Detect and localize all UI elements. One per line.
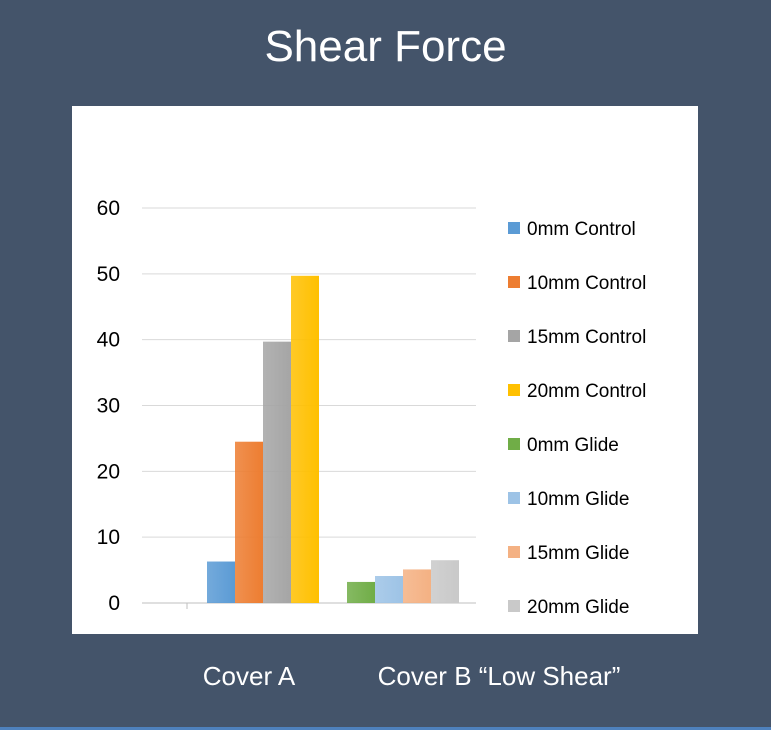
bar-0mm-control — [207, 561, 235, 603]
legend: 0mm Control 10mm Control 15mm Control 20mm … — [508, 219, 646, 618]
legend-swatch — [508, 330, 520, 342]
y-tick-label: 20 — [97, 460, 120, 483]
bar-15mm-control — [263, 341, 291, 603]
bar-chart: 0 10 20 30 40 50 60 0mm Control 10mm Control 15m… — [97, 197, 647, 618]
bar-10mm-control — [235, 441, 263, 603]
category-label-cover-a: Cover A — [202, 661, 296, 691]
page-title: Shear Force — [264, 22, 507, 71]
legend-label: 15mm Control — [527, 327, 646, 348]
legend-label: 0mm Control — [527, 219, 636, 240]
legend-label: 20mm Control — [527, 381, 646, 402]
legend-label: 10mm Glide — [527, 489, 629, 510]
legend-label: 10mm Control — [527, 273, 646, 294]
bar-20mm-glide — [431, 560, 459, 603]
y-tick-label: 0 — [108, 592, 120, 615]
bar-10mm-glide — [375, 576, 403, 603]
legend-swatch — [508, 600, 520, 612]
y-axis: 0 10 20 30 40 50 60 — [97, 197, 120, 615]
legend-swatch — [508, 438, 520, 450]
y-tick-label: 60 — [97, 197, 120, 220]
y-tick-label: 40 — [97, 329, 120, 352]
bar-20mm-control — [291, 275, 319, 603]
chart-panel: 0 10 20 30 40 50 60 0mm Control 10mm Control 15m… — [72, 106, 698, 634]
bars — [207, 275, 459, 603]
y-tick-label: 30 — [97, 395, 120, 418]
y-tick-label: 10 — [97, 526, 120, 549]
category-label-cover-b: Cover B “Low Shear” — [377, 661, 621, 691]
bar-15mm-glide — [403, 569, 431, 603]
legend-swatch — [508, 546, 520, 558]
legend-swatch — [508, 492, 520, 504]
legend-label: 0mm Glide — [527, 435, 619, 456]
legend-label: 15mm Glide — [527, 543, 629, 564]
y-tick-label: 50 — [97, 263, 120, 286]
legend-swatch — [508, 222, 520, 234]
legend-label: 20mm Glide — [527, 597, 629, 618]
legend-swatch — [508, 384, 520, 396]
bar-0mm-glide — [347, 581, 375, 603]
legend-swatch — [508, 276, 520, 288]
bottom-accent-strip — [0, 727, 771, 730]
